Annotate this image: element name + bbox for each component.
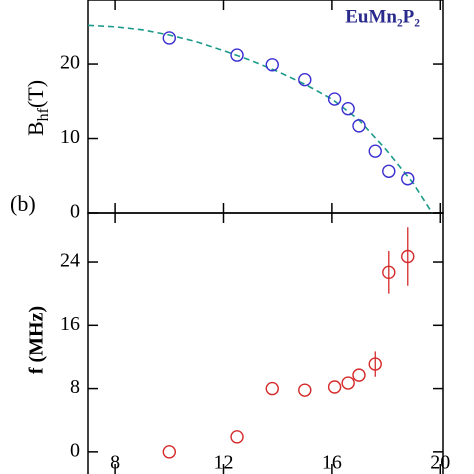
y-axis-label: Bhf(T) [23, 80, 52, 136]
y-tick-label: 20 [60, 52, 80, 74]
point [162, 445, 176, 459]
point [265, 381, 279, 396]
panel-label: (b) [10, 191, 36, 216]
x-tick-label: 16 [322, 452, 342, 474]
x-tick-label: 8 [110, 452, 120, 474]
point [341, 102, 355, 116]
label-part: (T) [23, 80, 48, 108]
x-tick-label: 12 [213, 452, 233, 474]
label-part: hf [35, 107, 52, 121]
point [298, 383, 312, 397]
point [401, 249, 415, 264]
label-part: B [23, 121, 48, 136]
fit-curve [87, 24, 433, 214]
annotation: EuMn₂P₂ [345, 6, 420, 27]
point [298, 72, 312, 87]
point [230, 48, 244, 62]
point [368, 144, 382, 158]
top-frame [87, 0, 444, 214]
y-tick-label: 24 [60, 250, 80, 272]
y-tick-label: 0 [70, 439, 80, 461]
point [401, 172, 415, 186]
point [327, 380, 342, 394]
x-tick-label: 20 [430, 452, 450, 474]
point [230, 430, 244, 444]
y-tick-label: 0 [70, 201, 80, 223]
point [368, 357, 382, 371]
point [327, 92, 342, 106]
y-tick-label: 8 [70, 376, 80, 398]
y-tick-label: 10 [60, 126, 80, 148]
y-axis-label: f (MHz) [26, 306, 48, 374]
bottom-frame [87, 212, 444, 474]
point [352, 119, 366, 133]
point [265, 58, 279, 72]
point [341, 376, 355, 390]
point [162, 31, 176, 45]
point [352, 368, 366, 382]
point [382, 265, 396, 280]
point [382, 164, 396, 178]
y-tick-label: 16 [60, 313, 80, 335]
